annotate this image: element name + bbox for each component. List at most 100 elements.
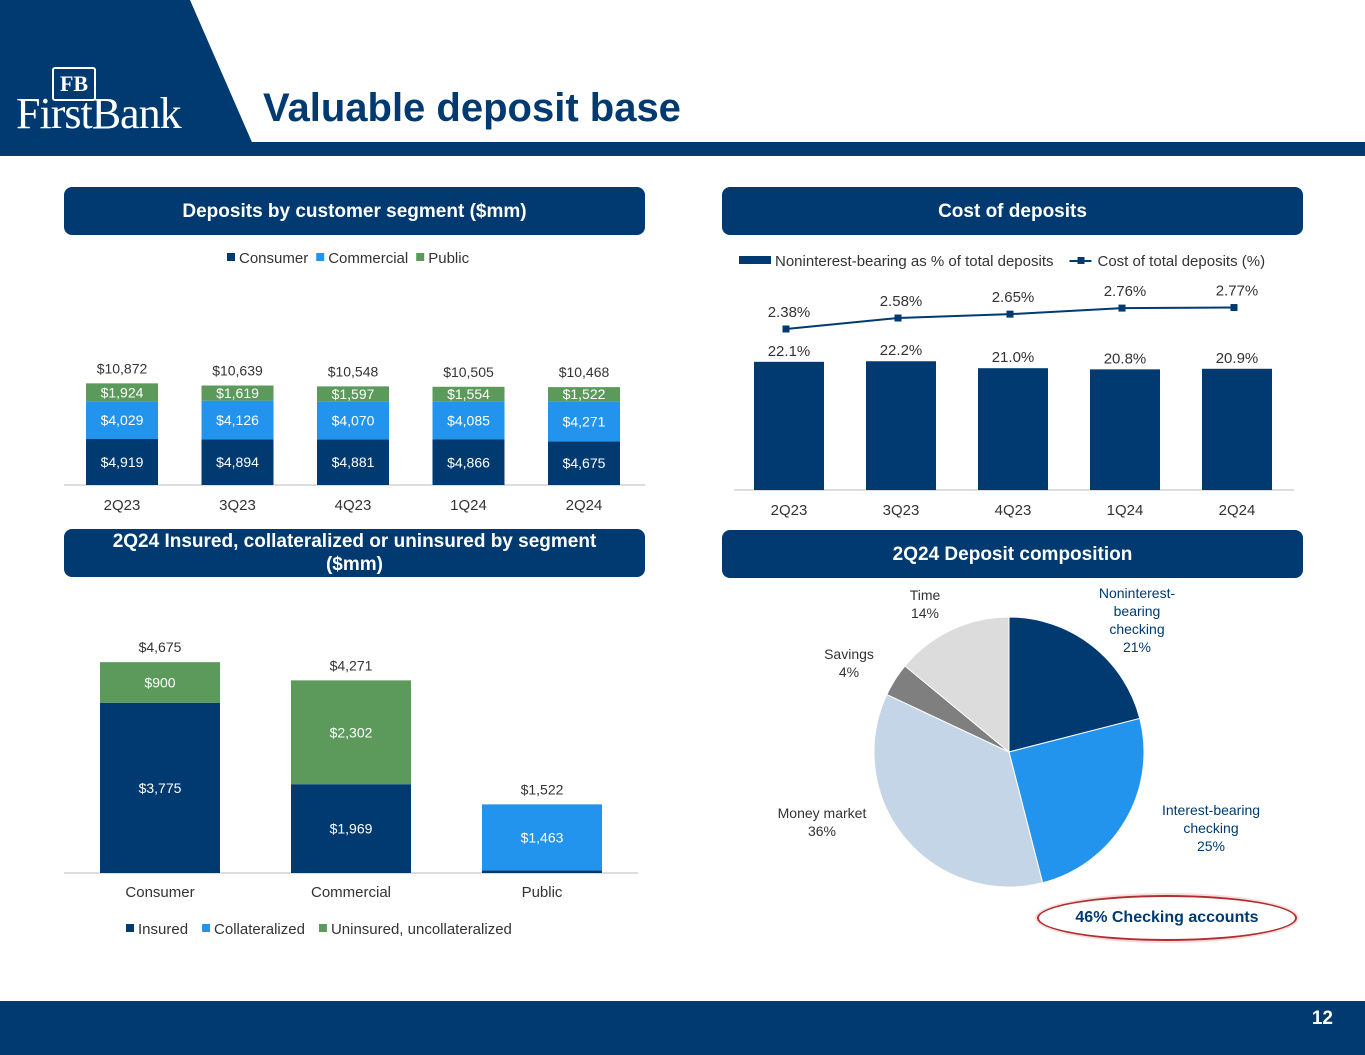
bar-label-public-4Q23: $1,597 <box>332 386 375 402</box>
cost-marker-1Q24 <box>1118 304 1126 312</box>
logo-mark: FB <box>52 67 96 101</box>
bar-noninterest-3Q23 <box>866 361 936 490</box>
pie-label-1: Interest-bearing checking 25% <box>1162 802 1260 854</box>
bar-public-1Q24 <box>432 386 505 402</box>
pie-label-line: 25% <box>1197 838 1225 854</box>
cost-marker-2Q23 <box>782 325 790 333</box>
cost-label-4Q23: 2.65% <box>992 289 1035 306</box>
pie-label-line: Time <box>910 587 941 603</box>
bar-public-2Q23 <box>86 383 158 402</box>
bar-label-noninterest-4Q23: 21.0% <box>992 349 1035 366</box>
bar-label-noninterest-2Q23: 22.1% <box>768 343 811 360</box>
panel-header-insured: 2Q24 Insured, collateralized or uninsure… <box>64 529 645 577</box>
bar-insured-commercial <box>291 784 411 873</box>
legend-swatch-1 <box>202 924 211 932</box>
legend-swatch-0 <box>126 924 134 932</box>
bar-label-noninterest-3Q23: 22.2% <box>880 342 923 359</box>
x-tick-1Q24: 1Q24 <box>1107 502 1144 519</box>
bar-total-consumer: $4,675 <box>139 639 182 655</box>
bar-consumer-2Q23 <box>86 439 158 485</box>
x-tick-1Q24: 1Q24 <box>450 497 487 514</box>
pie-label-0: Noninterest-bearing checking 21% <box>1099 585 1176 655</box>
x-tick-public: Public <box>522 884 563 901</box>
bar-label-consumer-1Q24: $4,866 <box>447 454 490 470</box>
cost-marker-4Q23 <box>1006 310 1014 318</box>
bar-consumer-2Q24 <box>548 441 620 485</box>
bar-commercial-3Q23 <box>201 400 274 440</box>
bar-label-commercial-2Q23: $4,029 <box>101 412 144 428</box>
legend-swatch-0 <box>227 253 235 261</box>
legend-label-2: Uninsured, uncollateralized <box>331 921 512 938</box>
bar-insured-public <box>482 870 602 873</box>
bar-label-commercial-1Q24: $4,085 <box>447 412 490 428</box>
bar-consumer-1Q24 <box>432 439 505 485</box>
bar-label-noninterest-2Q24: 20.9% <box>1216 350 1259 367</box>
bar-total-2Q23: $10,872 <box>97 360 148 376</box>
x-tick-2Q24: 2Q24 <box>566 497 603 514</box>
segment-stacked-bar-chart: Consumer Commercial Public $4,919 $4,029 $1,9… <box>64 250 645 514</box>
bar-public-2Q24 <box>548 387 620 402</box>
page-number: 12 <box>1311 1008 1333 1029</box>
logo-text: FirstBank <box>16 89 182 138</box>
bar-label-commercial-2Q24: $4,271 <box>563 413 606 429</box>
x-tick-3Q23: 3Q23 <box>883 502 920 519</box>
footer-band <box>0 1001 1365 1055</box>
pie-slice-4 <box>904 616 1010 754</box>
bar-public-4Q23 <box>317 386 389 402</box>
cost-label-1Q24: 2.76% <box>1104 283 1147 300</box>
bar-label-public-3Q23: $1,619 <box>216 385 259 401</box>
bar-label-consumer-2Q23: $4,919 <box>101 454 144 470</box>
bar-commercial-2Q23 <box>86 401 158 440</box>
legend-label-1: Commercial <box>328 250 408 267</box>
bar-label-collateralized-public: $1,463 <box>521 829 564 845</box>
pie-label-line: Noninterest- <box>1099 585 1176 601</box>
pie-label-line: Interest-bearing <box>1162 802 1260 818</box>
cost-label-3Q23: 2.58% <box>880 293 923 310</box>
bar-total-3Q23: $10,639 <box>212 363 263 379</box>
cost-marker-3Q23 <box>894 314 902 322</box>
x-tick-4Q23: 4Q23 <box>335 497 372 514</box>
deposit-composition-pie-chart: Noninterest-bearing checking 21% Interest-b… <box>778 585 1260 888</box>
bar-label-consumer-3Q23: $4,894 <box>216 454 259 470</box>
bar-label-public-2Q24: $1,522 <box>563 386 606 402</box>
header-rule <box>0 142 1365 156</box>
bar-consumer-3Q23 <box>201 439 274 485</box>
legend-label-0: Insured <box>138 921 188 938</box>
bar-label-insured-commercial: $1,969 <box>330 821 373 837</box>
page-title: Valuable deposit base <box>263 86 681 130</box>
pie-slice-2 <box>873 693 1044 888</box>
panel-header-segment: Deposits by customer segment ($mm) <box>64 187 645 235</box>
bar-label-uninsured-commercial: $2,302 <box>330 724 373 740</box>
bar-commercial-4Q23 <box>317 401 389 440</box>
bar-commercial-2Q24 <box>548 401 620 442</box>
pie-slice-0 <box>1008 616 1141 753</box>
bar-total-public: $1,522 <box>521 781 564 797</box>
legend-swatch-2 <box>416 253 425 261</box>
bar-label-consumer-2Q24: $4,675 <box>563 455 606 471</box>
pie-label-2: Money market 36% <box>778 805 867 839</box>
checking-accounts-callout: 46% Checking accounts <box>1037 895 1297 941</box>
bar-uninsured-commercial <box>291 680 411 785</box>
header-logo-band <box>0 0 258 156</box>
legend-label-0: Noninterest-bearing as % of total deposi… <box>775 253 1054 270</box>
legend-swatch-0 <box>739 256 771 264</box>
bar-total-2Q24: $10,468 <box>559 364 610 380</box>
legend-swatch-1 <box>316 253 325 261</box>
legend-label-1: Cost of total deposits (%) <box>1098 253 1266 270</box>
pie-label-4: Time 14% <box>910 587 941 621</box>
bar-consumer-4Q23 <box>317 439 389 485</box>
x-tick-3Q23: 3Q23 <box>219 497 256 514</box>
bar-label-uninsured-consumer: $900 <box>144 674 175 690</box>
pie-label-3: Savings 4% <box>824 646 874 680</box>
x-tick-2Q23: 2Q23 <box>771 502 808 519</box>
cost-of-deposits-chart: Noninterest-bearing as % of total deposi… <box>734 253 1294 519</box>
x-tick-commercial: Commercial <box>311 884 391 901</box>
bar-label-public-2Q23: $1,924 <box>101 384 144 400</box>
bar-total-1Q24: $10,505 <box>443 364 494 380</box>
x-tick-4Q23: 4Q23 <box>995 502 1032 519</box>
pie-label-line: Money market <box>778 805 867 821</box>
bar-label-noninterest-1Q24: 20.8% <box>1104 350 1147 367</box>
bar-total-4Q23: $10,548 <box>328 363 379 379</box>
legend-label-2: Public <box>428 250 469 267</box>
bar-collateralized-public <box>482 804 602 871</box>
